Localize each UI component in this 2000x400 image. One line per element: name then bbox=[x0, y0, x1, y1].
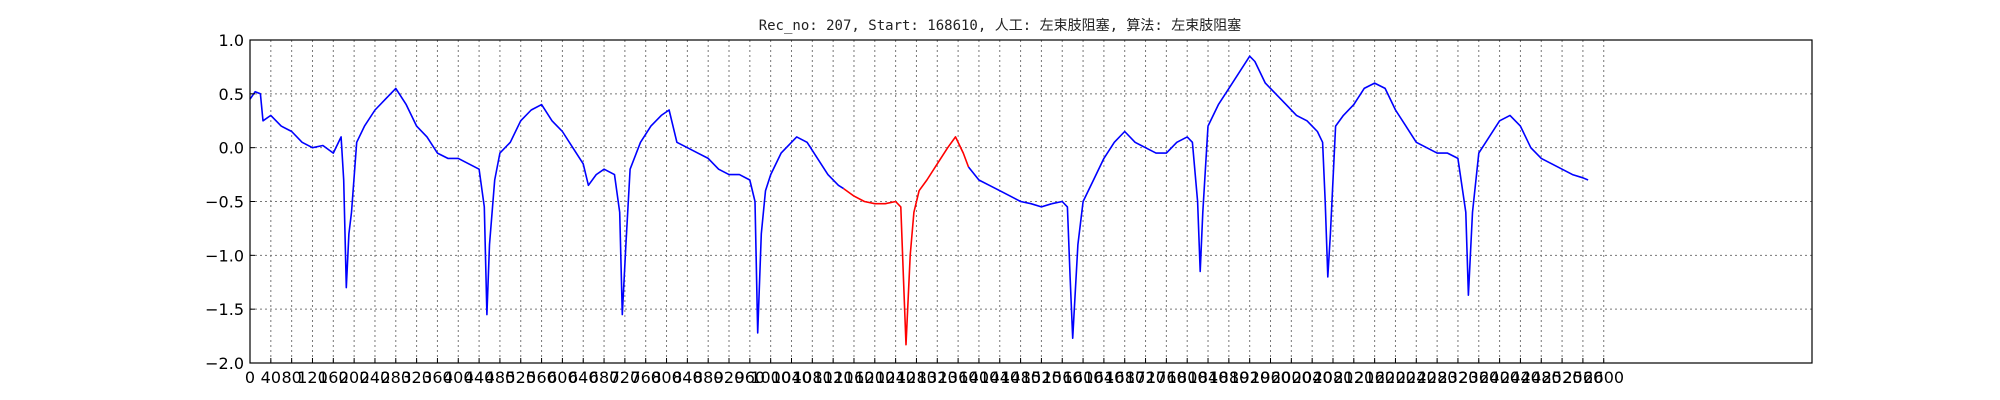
x-tick-label: 1040 bbox=[771, 368, 812, 387]
x-tick-label: 40 bbox=[261, 368, 281, 387]
x-tick-label: 2200 bbox=[1375, 368, 1416, 387]
x-tick-label: 2080 bbox=[1313, 368, 1354, 387]
x-tick-label: 1720 bbox=[1125, 368, 1166, 387]
x-tick-label: 680 bbox=[589, 368, 620, 387]
x-tick-label: 1760 bbox=[1146, 368, 1187, 387]
x-tick-label: 1920 bbox=[1229, 368, 1270, 387]
x-tick-label: 1600 bbox=[1063, 368, 1104, 387]
x-tick-label: 1680 bbox=[1104, 368, 1145, 387]
y-tick-label: −2.0 bbox=[205, 354, 244, 373]
x-tick-label: 800 bbox=[651, 368, 682, 387]
x-tick-label: 600 bbox=[547, 368, 578, 387]
x-tick-label: 720 bbox=[610, 368, 641, 387]
x-tick-label: 560 bbox=[526, 368, 557, 387]
series-line-0-1 bbox=[1051, 55, 1589, 340]
x-tick-label: 1640 bbox=[1084, 368, 1125, 387]
grid bbox=[250, 40, 1812, 363]
x-tick-label: 2280 bbox=[1417, 368, 1458, 387]
x-tick-label: 1280 bbox=[896, 368, 937, 387]
x-tick-label: 1240 bbox=[875, 368, 916, 387]
x-tick-label: 1800 bbox=[1167, 368, 1208, 387]
x-tick-label: 2000 bbox=[1271, 368, 1312, 387]
x-tick-label: 1200 bbox=[854, 368, 895, 387]
x-tick-label: 2160 bbox=[1354, 368, 1395, 387]
x-tick-label: 2360 bbox=[1458, 368, 1499, 387]
x-tick-label: 1520 bbox=[1021, 368, 1062, 387]
x-tick-label: 760 bbox=[630, 368, 661, 387]
x-tick-label: 0 bbox=[245, 368, 255, 387]
x-tick-label: 1360 bbox=[938, 368, 979, 387]
x-tick-label: 200 bbox=[339, 368, 370, 387]
x-axis: 0 40 8012016020024028032036040044048052056… bbox=[245, 358, 1624, 387]
x-tick-label: 1960 bbox=[1250, 368, 1291, 387]
x-tick-label: 2040 bbox=[1292, 368, 1333, 387]
x-tick-label: 2440 bbox=[1500, 368, 1541, 387]
y-axis: 1.0 0.5 0.0 −0.5 −1.0 −1.5 −2.0 bbox=[205, 31, 255, 373]
x-tick-label: 2520 bbox=[1542, 368, 1583, 387]
x-tick-label: 1440 bbox=[979, 368, 1020, 387]
x-tick-label: 840 bbox=[672, 368, 703, 387]
x-tick-label: 1880 bbox=[1208, 368, 1249, 387]
x-tick-label: 1840 bbox=[1188, 368, 1229, 387]
x-tick-label: 1120 bbox=[813, 368, 854, 387]
y-tick-label: 0.0 bbox=[219, 139, 244, 158]
x-tick-label: 280 bbox=[381, 368, 412, 387]
x-tick-label: 2560 bbox=[1563, 368, 1604, 387]
x-tick-label: 640 bbox=[568, 368, 599, 387]
x-tick-label: 440 bbox=[464, 368, 495, 387]
x-tick-label: 2120 bbox=[1333, 368, 1374, 387]
x-tick-label: 360 bbox=[422, 368, 453, 387]
x-tick-label: 320 bbox=[401, 368, 432, 387]
x-tick-label: 2320 bbox=[1438, 368, 1479, 387]
series-lines bbox=[249, 55, 1589, 346]
chart-title: Rec_no: 207, Start: 168610, 人工: 左束肢阻塞, 算… bbox=[759, 17, 1242, 34]
x-tick-label: 480 bbox=[485, 368, 516, 387]
y-tick-label: 0.5 bbox=[219, 85, 244, 104]
x-tick-label: 120 bbox=[297, 368, 328, 387]
x-tick-label: 1480 bbox=[1000, 368, 1041, 387]
y-tick-label: −1.0 bbox=[205, 246, 244, 265]
x-tick-label: 920 bbox=[714, 368, 745, 387]
x-tick-label: 1080 bbox=[792, 368, 833, 387]
x-tick-label: 960 bbox=[735, 368, 766, 387]
x-tick-label: 880 bbox=[693, 368, 724, 387]
series-line-0-0 bbox=[249, 87, 845, 334]
x-tick-label: 1160 bbox=[834, 368, 875, 387]
x-tick-label: 1000 bbox=[750, 368, 791, 387]
series-line-2-0 bbox=[967, 166, 1053, 208]
x-tick-label: 520 bbox=[505, 368, 536, 387]
y-tick-label: −1.5 bbox=[205, 300, 244, 319]
x-tick-label: 160 bbox=[318, 368, 349, 387]
y-tick-label: −0.5 bbox=[205, 193, 244, 212]
x-tick-label: 1320 bbox=[917, 368, 958, 387]
x-tick-label: 400 bbox=[443, 368, 474, 387]
x-tick-label: 1560 bbox=[1042, 368, 1083, 387]
x-tick-label: 240 bbox=[360, 368, 391, 387]
x-tick-label: 2480 bbox=[1521, 368, 1562, 387]
y-tick-label: 1.0 bbox=[219, 31, 244, 50]
x-tick-label: 2400 bbox=[1479, 368, 1520, 387]
x-tick-label: 80 bbox=[281, 368, 301, 387]
series-line-1-0 bbox=[843, 136, 970, 346]
x-tick-label: 1400 bbox=[959, 368, 1000, 387]
x-tick-label: 2600 bbox=[1583, 368, 1624, 387]
x-tick-label: 2240 bbox=[1396, 368, 1437, 387]
